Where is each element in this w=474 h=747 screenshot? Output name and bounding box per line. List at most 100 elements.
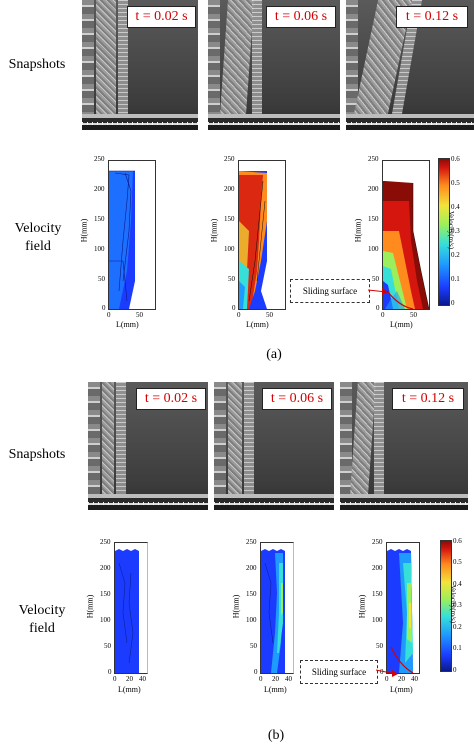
time-label-a-1: t = 0.02 s: [127, 6, 196, 28]
ylabel-b2: H(mm): [231, 594, 241, 619]
xlabel-a1: L(mm): [116, 320, 139, 329]
cbtick-b-05: 0.5: [453, 558, 462, 566]
cbtick-a-03: 0.3: [451, 227, 460, 235]
sliding-surface-arrow-a: [368, 288, 388, 295]
xtick-a3-50: 50: [410, 311, 417, 319]
ytick-b2-0: 0: [254, 668, 258, 676]
ytick-a1-150: 150: [94, 215, 105, 223]
caption-b: (b): [267, 728, 285, 743]
ytick-a3-250: 250: [368, 155, 379, 163]
ytick-a3-50: 50: [372, 275, 379, 283]
xlabel-a3: L(mm): [390, 320, 413, 329]
caption-a: (a): [266, 347, 282, 362]
sliding-surface-label-b: Sliding surface: [300, 660, 378, 684]
xtick-b1-20: 20: [126, 675, 133, 683]
ytick-a3-0: 0: [376, 304, 380, 312]
time-label-a-3: t = 0.12 s: [396, 6, 468, 28]
snapshots-label-a: Snapshots: [8, 57, 66, 72]
ytick-b1-50: 50: [104, 642, 111, 650]
colorbar-b: [440, 540, 452, 672]
cbtick-a-06: 0.6: [451, 155, 460, 163]
cbtick-b-01: 0.1: [453, 644, 462, 652]
ytick-b1-250: 250: [100, 538, 111, 546]
cbtick-a-04: 0.4: [451, 203, 460, 211]
cbtick-a-0: 0: [451, 299, 455, 307]
xtick-a2-0: 0: [237, 311, 241, 319]
xtick-b2-40: 40: [285, 675, 292, 683]
ytick-b3-100: 100: [372, 616, 383, 624]
velocity-label-a: Velocity field: [8, 220, 68, 256]
velocity-label-b: Velocity field: [12, 602, 72, 638]
xtick-b1-40: 40: [139, 675, 146, 683]
cbtick-b-06: 0.6: [453, 537, 462, 545]
sliding-surface-label-a: Sliding surface: [290, 279, 370, 303]
xtick-b3-20: 20: [398, 675, 405, 683]
cbtick-a-02: 0.2: [451, 251, 460, 259]
cbtick-b-02: 0.2: [453, 623, 462, 631]
ylabel-a3: H(mm): [353, 218, 363, 243]
ytick-a3-150: 150: [368, 215, 379, 223]
velocity-label-b-line1: Velocity: [18, 603, 66, 618]
xtick-a1-0: 0: [107, 311, 111, 319]
velocity-plot-a-2: 250 200 150 100 50 0 H(mm) 0 50 L(mm): [209, 152, 290, 338]
velocity-label-a-line1: Velocity: [14, 221, 62, 236]
ylabel-b1: H(mm): [85, 594, 95, 619]
velocity-label-a-line2: field: [25, 239, 51, 254]
ytick-a3-200: 200: [368, 185, 379, 193]
velocity-plot-b-2: 250 200 150 100 50 0 H(mm) 0 20 40 L(mm): [230, 534, 310, 714]
xtick-b2-0: 0: [259, 675, 263, 683]
snapshot-a-1: [82, 0, 198, 130]
snapshot-b-3: [340, 382, 468, 510]
ytick-a1-200: 200: [94, 185, 105, 193]
time-label-b-1: t = 0.02 s: [136, 388, 206, 410]
ytick-a2-150: 150: [224, 215, 235, 223]
ytick-b2-200: 200: [246, 564, 257, 572]
xtick-b1-0: 0: [113, 675, 117, 683]
xtick-b3-0: 0: [385, 675, 389, 683]
xtick-b2-20: 20: [272, 675, 279, 683]
colorbar-label-b: Velocity(m/s): [449, 584, 458, 624]
time-label-b-3: t = 0.12 s: [392, 388, 464, 410]
xlabel-a2: L(mm): [246, 320, 269, 329]
time-label-b-2: t = 0.06 s: [262, 388, 332, 410]
cbtick-b-0: 0: [453, 666, 457, 674]
velocity-label-b-line2: field: [29, 621, 55, 636]
ytick-a1-0: 0: [102, 304, 106, 312]
ytick-b3-150: 150: [372, 590, 383, 598]
colorbar-a: [438, 158, 450, 306]
ylabel-a2: H(mm): [209, 218, 219, 243]
ytick-b2-150: 150: [246, 590, 257, 598]
ytick-b3-0: 0: [380, 668, 384, 676]
ytick-a2-0: 0: [232, 304, 236, 312]
xlabel-b1: L(mm): [118, 685, 141, 694]
ytick-b3-250: 250: [372, 538, 383, 546]
xtick-a1-50: 50: [136, 311, 143, 319]
cbtick-a-01: 0.1: [451, 275, 460, 283]
xtick-a3-0: 0: [381, 311, 385, 319]
ytick-b3-200: 200: [372, 564, 383, 572]
velocity-plot-b-1: 250 200 150 100 50 0 H(mm) 0 20 40 L(mm): [84, 534, 164, 714]
xlabel-b2: L(mm): [264, 685, 287, 694]
time-label-a-2: t = 0.06 s: [266, 6, 336, 28]
ytick-a2-250: 250: [224, 155, 235, 163]
ytick-a2-100: 100: [224, 245, 235, 253]
ylabel-a1: H(mm): [79, 218, 89, 243]
cbtick-b-04: 0.4: [453, 580, 462, 588]
xlabel-b3: L(mm): [390, 685, 413, 694]
ytick-b1-200: 200: [100, 564, 111, 572]
ytick-b1-100: 100: [100, 616, 111, 624]
colorbar-label-a: Velocity(m/s): [447, 210, 456, 250]
cbtick-a-05: 0.5: [451, 179, 460, 187]
ytick-a1-250: 250: [94, 155, 105, 163]
velocity-plot-a-3: 250 200 150 100 50 0 H(mm) 0 50 L(mm): [353, 152, 434, 338]
xtick-b3-40: 40: [411, 675, 418, 683]
ytick-a1-100: 100: [94, 245, 105, 253]
ytick-b1-150: 150: [100, 590, 111, 598]
ylabel-b3: H(mm): [357, 594, 367, 619]
velocity-plot-a-1: 250 200 150 100 50 0 H(mm) 0 50 L(mm): [79, 152, 160, 338]
snapshots-label-b: Snapshots: [8, 447, 66, 462]
sliding-surface-arrow-b: [376, 669, 398, 677]
ytick-b2-250: 250: [246, 538, 257, 546]
ytick-a2-50: 50: [228, 275, 235, 283]
ytick-b1-0: 0: [108, 668, 112, 676]
